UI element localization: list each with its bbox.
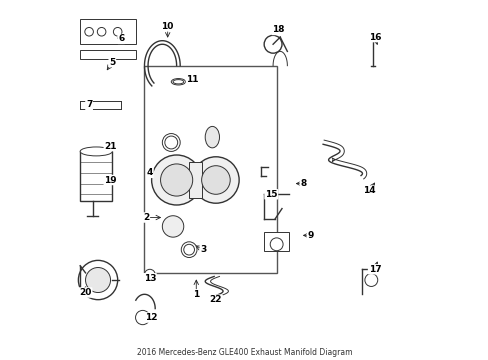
Bar [80, 50, 135, 59]
Circle shape [84, 27, 93, 36]
Circle shape [151, 155, 201, 205]
Circle shape [264, 35, 282, 53]
Circle shape [181, 242, 197, 257]
Bar [80, 19, 135, 44]
Circle shape [183, 244, 194, 255]
Circle shape [162, 216, 183, 237]
Text: 2016 Mercedes-Benz GLE400 Exhaust Manifold Diagram: 2016 Mercedes-Benz GLE400 Exhaust Manifo… [137, 348, 351, 357]
Circle shape [113, 27, 122, 36]
Ellipse shape [171, 78, 185, 85]
Bar [189, 162, 201, 198]
Text: 3: 3 [200, 245, 206, 254]
Circle shape [364, 274, 377, 287]
Ellipse shape [173, 80, 183, 84]
Ellipse shape [205, 126, 219, 148]
Ellipse shape [80, 147, 112, 156]
Text: 22: 22 [209, 295, 222, 304]
Circle shape [201, 166, 230, 194]
Text: 2: 2 [143, 213, 149, 222]
Text: 21: 21 [104, 141, 117, 150]
Circle shape [135, 310, 149, 325]
Text: 11: 11 [186, 76, 199, 85]
Circle shape [97, 27, 106, 36]
Text: 12: 12 [145, 313, 158, 322]
Text: 5: 5 [109, 58, 115, 67]
Text: 8: 8 [300, 179, 306, 188]
Text: 17: 17 [368, 265, 381, 274]
Circle shape [270, 238, 283, 251]
Circle shape [78, 260, 118, 300]
Circle shape [144, 269, 155, 280]
Text: 10: 10 [161, 22, 174, 31]
Text: 18: 18 [272, 26, 284, 35]
Text: 19: 19 [104, 176, 117, 185]
Circle shape [162, 134, 180, 152]
Bar [264, 232, 288, 251]
Text: 9: 9 [307, 231, 313, 240]
Text: 7: 7 [86, 100, 92, 109]
Circle shape [192, 157, 239, 203]
Circle shape [160, 164, 192, 196]
Text: 1: 1 [193, 290, 199, 299]
Text: 13: 13 [143, 274, 156, 283]
Bar [80, 152, 112, 202]
Text: 16: 16 [368, 33, 380, 42]
Text: 6: 6 [118, 35, 124, 44]
Circle shape [85, 267, 110, 293]
Text: 14: 14 [363, 186, 375, 195]
Text: 4: 4 [146, 168, 153, 177]
Circle shape [164, 136, 177, 149]
Bar [144, 66, 276, 273]
Text: 15: 15 [264, 190, 277, 199]
Text: 20: 20 [79, 288, 92, 297]
